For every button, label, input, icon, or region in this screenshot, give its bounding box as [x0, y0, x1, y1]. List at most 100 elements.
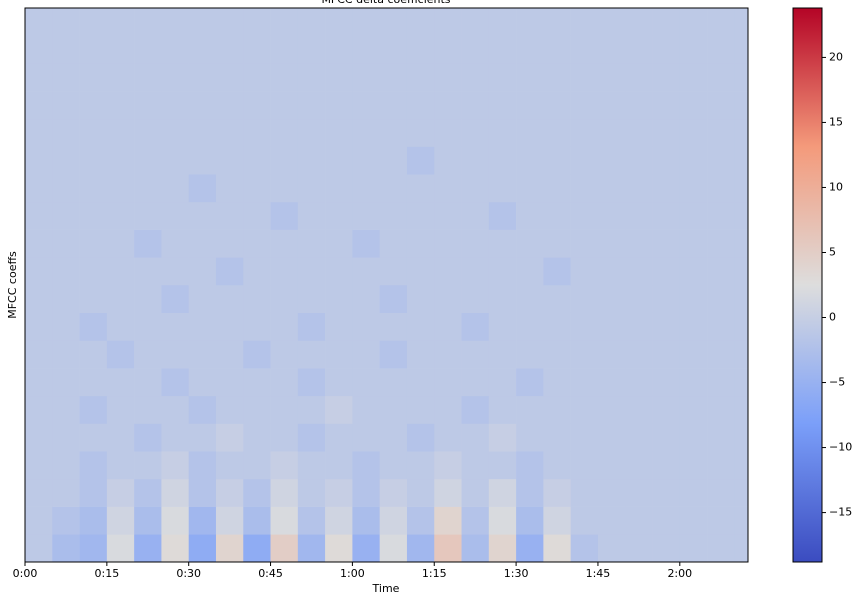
cell — [25, 63, 53, 92]
cell — [134, 478, 162, 507]
cell — [734, 423, 749, 452]
cell — [106, 201, 135, 230]
cell — [352, 478, 380, 507]
cell — [79, 8, 108, 36]
cell — [243, 257, 271, 286]
y-axis-label: MFCC coeffs — [6, 251, 19, 319]
cell — [297, 257, 326, 286]
x-tick-label: 0:00 — [13, 567, 38, 580]
cell — [516, 395, 544, 424]
cell — [679, 229, 708, 258]
cell — [570, 506, 599, 535]
cell — [434, 146, 462, 175]
cell — [679, 340, 708, 369]
cell — [25, 534, 53, 563]
cell — [188, 229, 217, 258]
cell — [734, 35, 749, 64]
cell — [352, 534, 380, 563]
cell — [243, 285, 271, 313]
cell — [25, 478, 53, 507]
cell — [215, 146, 244, 175]
cell — [625, 506, 653, 535]
cell — [52, 91, 80, 120]
cell — [52, 229, 80, 258]
cell — [652, 423, 681, 452]
cell — [161, 146, 189, 175]
cell — [379, 118, 408, 147]
cell — [106, 340, 135, 369]
cell — [707, 423, 735, 452]
cell — [52, 478, 80, 507]
cell — [543, 340, 571, 369]
x-tick-label: 0:30 — [176, 567, 201, 580]
cell — [707, 35, 735, 64]
cell — [243, 201, 271, 230]
cell — [325, 201, 353, 230]
cell — [406, 340, 435, 369]
cell — [106, 8, 135, 36]
cell — [543, 478, 571, 507]
cell — [679, 174, 708, 203]
cell — [134, 312, 162, 341]
cell — [325, 423, 353, 452]
cell — [461, 118, 490, 147]
cell — [406, 91, 435, 120]
cell — [543, 506, 571, 535]
cell — [652, 534, 681, 563]
cell — [379, 478, 408, 507]
colorbar-tick-label: −15 — [829, 506, 852, 519]
cell — [679, 506, 708, 535]
cell — [297, 312, 326, 341]
colorbar — [792, 7, 823, 563]
cell — [652, 174, 681, 203]
cell — [679, 534, 708, 563]
cell — [597, 118, 626, 147]
cell — [352, 63, 380, 92]
cell — [215, 423, 244, 452]
cell — [325, 63, 353, 92]
cell — [188, 174, 217, 203]
cell — [352, 340, 380, 369]
cell — [734, 118, 749, 147]
cell — [570, 229, 599, 258]
cell — [734, 174, 749, 203]
cell — [707, 478, 735, 507]
cell — [379, 506, 408, 535]
cell — [516, 340, 544, 369]
cell — [297, 118, 326, 147]
cell — [625, 451, 653, 480]
colorbar-tick-label: 5 — [829, 245, 836, 258]
x-axis-label: Time — [372, 582, 400, 595]
cell — [516, 91, 544, 120]
cell — [25, 146, 53, 175]
cell — [461, 451, 490, 480]
cell — [270, 201, 299, 230]
cell — [215, 174, 244, 203]
cell — [516, 312, 544, 341]
cell — [597, 91, 626, 120]
cell — [79, 35, 108, 64]
cell — [516, 229, 544, 258]
cell — [379, 451, 408, 480]
cell — [106, 451, 135, 480]
cell — [434, 118, 462, 147]
cell — [488, 478, 517, 507]
cell — [161, 174, 189, 203]
cell — [161, 63, 189, 92]
cell — [516, 506, 544, 535]
cell — [625, 478, 653, 507]
cell — [270, 312, 299, 341]
cell — [734, 229, 749, 258]
cell — [652, 118, 681, 147]
cell — [488, 257, 517, 286]
colorbar-tick-label: 0 — [829, 311, 836, 324]
cell — [652, 340, 681, 369]
cell — [243, 146, 271, 175]
cell — [188, 257, 217, 286]
cell — [161, 229, 189, 258]
cell — [406, 8, 435, 36]
cell — [188, 423, 217, 452]
cell — [652, 451, 681, 480]
cell — [134, 257, 162, 286]
cell — [134, 506, 162, 535]
